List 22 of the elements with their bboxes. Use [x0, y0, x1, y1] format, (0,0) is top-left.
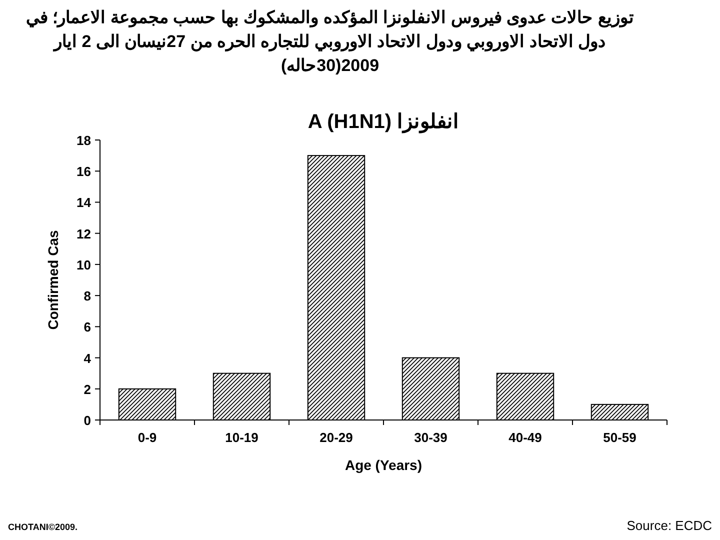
x-tick-label: 30-39 [414, 430, 448, 445]
x-tick-label: 20-29 [320, 430, 353, 445]
y-axis-title: Confirmed Cas [45, 230, 61, 330]
x-tick-label: 0-9 [138, 430, 157, 445]
source-note: Source: ECDC [626, 518, 712, 533]
y-tick-label: 18 [76, 133, 91, 148]
y-tick-label: 14 [76, 195, 92, 210]
y-tick-label: 8 [84, 288, 91, 304]
y-tick-label: 10 [76, 257, 91, 272]
x-tick-label: 40-49 [508, 430, 542, 445]
y-tick-label: 2 [84, 382, 91, 397]
x-axis-title: Age (Years) [344, 457, 422, 473]
x-tick-label: 10-19 [225, 430, 258, 445]
title: توزيع حالات عدوى فيروس الانفلونزا المؤكده والمشكوك بها حسب مجموعة الاعمار؛ في دول الاتحاد الاوروبي ودول الاتحاد الاوروبي للتجاره الحره من 27نيسان الى 2 ايار 2009(30حاله) [25, 7, 635, 77]
subtitle: انفلونزا A (H1N1) [308, 111, 460, 133]
y-tick-label: 6 [84, 320, 91, 335]
y-tick-label: 4 [84, 350, 92, 366]
x-tick-label: 50-59 [603, 430, 636, 445]
text: CHOTANI©2009. [8, 522, 78, 532]
y-tick-label: 16 [76, 164, 91, 180]
y-tick-label: 0 [84, 413, 91, 428]
y-tick-label: 12 [76, 226, 91, 242]
